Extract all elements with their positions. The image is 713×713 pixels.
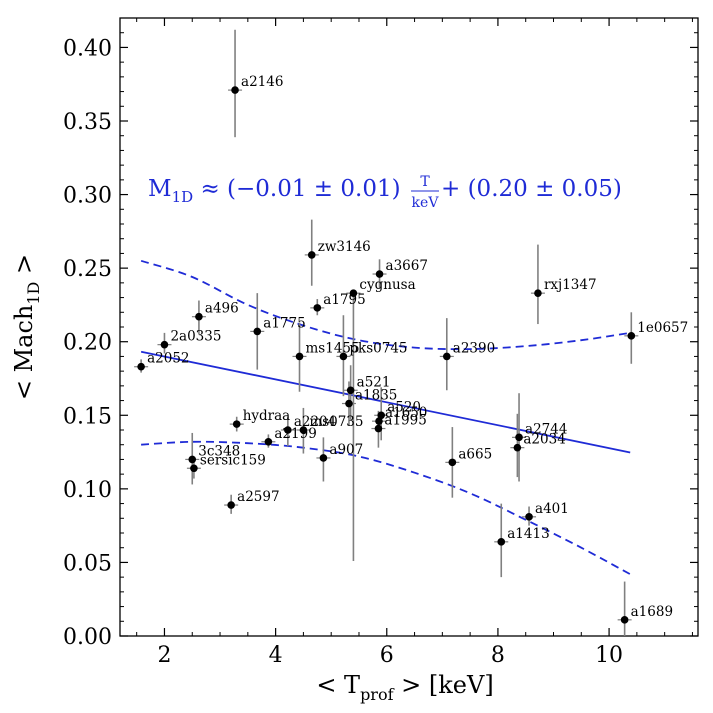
point-pks0745 — [339, 352, 348, 361]
point-a2052 — [137, 362, 145, 371]
point-label-a2052: a2052 — [147, 351, 189, 367]
equation-rhs: + (0.20 ± 0.05) — [441, 176, 622, 202]
point-1e0657 — [627, 332, 636, 340]
point-label-a1995: a1995 — [384, 413, 426, 429]
x-tick-label: 2 — [157, 643, 171, 668]
point-ms0735 — [299, 426, 308, 434]
point-cygnusa — [349, 289, 358, 297]
point-a907 — [319, 454, 328, 462]
x-tick-label: 10 — [595, 643, 623, 668]
x-tick-label: 4 — [269, 643, 283, 668]
point-label-sersic159: sersic159 — [200, 452, 266, 468]
point-label-a2146: a2146 — [241, 74, 283, 90]
point-a496 — [195, 312, 203, 321]
confidence-band-upper — [140, 259, 631, 351]
y-tick-label: 0.30 — [63, 184, 112, 209]
point-label-a496: a496 — [205, 301, 239, 317]
y-tick-label: 0.05 — [63, 551, 112, 576]
point-label-a1650: a1650 — [385, 405, 427, 421]
point-a1775 — [253, 327, 262, 336]
point-label-a665: a665 — [458, 446, 492, 462]
point-label-a1835: a1835 — [355, 388, 397, 404]
point-label-1e0657: 1e0657 — [637, 320, 688, 336]
point-label-a520: a520 — [387, 399, 421, 415]
point-label-cygnusa: cygnusa — [359, 277, 415, 293]
point-label-a521: a521 — [357, 374, 391, 390]
y-tick-label: 0.00 — [63, 625, 112, 650]
point-label-hydraa: hydraa — [243, 408, 291, 424]
point-label-a401: a401 — [535, 501, 569, 517]
point-a2199 — [264, 437, 273, 446]
plot-frame — [119, 17, 699, 637]
point-label-a907: a907 — [329, 442, 363, 458]
equation-frac-den: keV — [412, 195, 440, 211]
confidence-band-lower — [141, 440, 631, 575]
point-label-ms0735: ms0735 — [309, 414, 363, 430]
point-label-a2204: a2204 — [294, 414, 336, 430]
point-a401 — [525, 513, 533, 521]
point-hydraa — [232, 420, 241, 428]
equation: M1D ≈ (−0.01 ± 0.01) — [148, 176, 401, 206]
point-a1689 — [620, 616, 629, 624]
point-zw3146 — [307, 251, 316, 259]
x-tick-label: 8 — [491, 643, 505, 668]
point-label-3c348: 3c348 — [198, 443, 240, 459]
fit-line — [140, 350, 631, 454]
point-a2034 — [513, 443, 522, 452]
point-a1650 — [375, 417, 383, 425]
point-label-ms1455: ms1455 — [306, 340, 360, 356]
point-3c348 — [188, 455, 197, 464]
y-tick-label: 0.35 — [63, 110, 112, 135]
equation-frac-num: T — [420, 174, 430, 190]
point-label-a2597: a2597 — [237, 489, 279, 505]
point-a1995 — [374, 424, 383, 433]
y-tick-label: 0.15 — [63, 404, 112, 429]
point-a2390 — [442, 352, 451, 361]
y-tick-label: 0.10 — [63, 478, 112, 503]
y-axis-label: < Mach1D > — [10, 254, 43, 400]
point-label-pks0745: pks0745 — [349, 340, 407, 356]
point-label-a2034: a2034 — [523, 432, 565, 448]
point-a520 — [377, 411, 386, 420]
point-label-rxj1347: rxj1347 — [544, 277, 597, 293]
point-sersic159 — [190, 464, 198, 473]
y-tick-label: 0.20 — [63, 331, 112, 356]
point-2a0335 — [160, 340, 169, 349]
point-a2146 — [231, 86, 239, 94]
y-tick-label: 0.25 — [63, 257, 112, 282]
point-rxj1347 — [534, 289, 542, 297]
point-a1835 — [345, 399, 353, 408]
point-label-a1795: a1795 — [323, 292, 365, 308]
point-a521 — [346, 386, 355, 395]
point-a1413 — [497, 538, 506, 546]
point-label-a2744: a2744 — [525, 421, 567, 437]
point-label-a1689: a1689 — [631, 604, 673, 620]
x-axis-label: < Tprof > [keV] — [316, 671, 493, 704]
point-a2204 — [284, 426, 292, 434]
point-a2744 — [515, 433, 523, 442]
x-tick-label: 6 — [380, 643, 394, 668]
point-label-a2199: a2199 — [274, 426, 316, 442]
point-label-a1775: a1775 — [263, 315, 305, 331]
point-a3667 — [375, 270, 384, 278]
point-label-a3667: a3667 — [386, 258, 428, 274]
point-label-2a0335: 2a0335 — [170, 329, 221, 345]
point-label-a2390: a2390 — [453, 340, 495, 356]
point-label-a1413: a1413 — [507, 526, 549, 542]
point-label-zw3146: zw3146 — [318, 239, 371, 255]
point-a2597 — [227, 501, 235, 509]
point-a1795 — [313, 304, 322, 312]
point-a665 — [448, 458, 457, 467]
point-ms1455 — [295, 352, 304, 361]
y-tick-label: 0.40 — [63, 36, 112, 61]
